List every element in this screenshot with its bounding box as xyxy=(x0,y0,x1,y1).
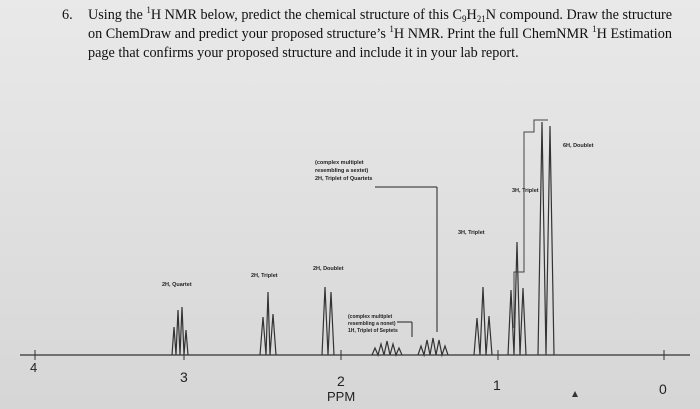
tick-label-0: 0 xyxy=(659,381,667,397)
q-part1: Using the xyxy=(88,7,147,23)
peak-doublet-6h xyxy=(537,121,555,356)
label-doublet-2h: 2H, Doublet xyxy=(313,266,344,272)
label-nonet-line1: (complex multiplet xyxy=(348,314,393,320)
tick-label-4: 4 xyxy=(30,360,37,375)
label-sextet-line3: 2H, Triplet of Quartets xyxy=(315,176,372,182)
peak-quartet xyxy=(171,306,189,356)
nmr-spectrum-svg: 2H, Quartet 2H, Triplet 2H, Doublet (com… xyxy=(20,119,690,404)
question-number: 6. xyxy=(62,7,73,23)
q-part3: H xyxy=(466,7,477,23)
q-part6: H Estimation page that confirms your pro… xyxy=(88,26,672,61)
peak-triplet-3h-b xyxy=(507,241,527,356)
q-part4: N compound. Draw the structure on ChemDr… xyxy=(88,7,673,42)
tick-label-1: 1 xyxy=(493,377,501,393)
tick-label-2: 2 xyxy=(337,373,345,389)
nmr-spectrum: 2H, Quartet 2H, Triplet 2H, Doublet (com… xyxy=(0,92,700,409)
q-sup1: 1 xyxy=(146,5,151,15)
peak-triplet-3h-a xyxy=(473,286,493,356)
label-triplet-3h-b: 3H, Triplet xyxy=(512,188,539,194)
label-sextet-line2: resembling a sextet) xyxy=(315,168,368,174)
label-nonet-line3: 1H, Triplet of Septets xyxy=(348,328,398,334)
x-axis-label: PPM xyxy=(327,389,355,404)
peak-sextet xyxy=(417,337,449,358)
integral-curve xyxy=(513,119,548,328)
peak-nonet xyxy=(371,340,403,357)
peak-doublet-2h xyxy=(321,286,335,356)
q-sup3: 1 xyxy=(592,24,597,34)
label-triplet-3h-a: 3H, Triplet xyxy=(458,230,485,236)
q-part5: H NMR. Print the full ChemNMR xyxy=(393,26,593,42)
q-sup2: 1 xyxy=(389,24,394,34)
peak-triplet-2h xyxy=(259,291,277,356)
label-nonet-line2: resembling a nonet) xyxy=(348,321,396,327)
label-sextet-line1: (complex multiplet xyxy=(315,160,364,166)
arrow-marker xyxy=(572,391,578,397)
label-doublet-6h: 6H, Doublet xyxy=(563,143,594,149)
question-body: Using the 1H NMR below, predict the chem… xyxy=(88,6,688,63)
label-triplet-2h: 2H, Triplet xyxy=(251,273,278,279)
label-quartet: 2H, Quartet xyxy=(162,282,192,288)
leader-lines xyxy=(375,186,438,337)
q-sub1: 9 xyxy=(461,14,467,24)
q-part2: H NMR below, predict the chemical struct… xyxy=(150,7,462,23)
peaks xyxy=(171,121,555,358)
tick-label-3: 3 xyxy=(180,369,188,385)
q-sub2: 21 xyxy=(476,14,486,24)
